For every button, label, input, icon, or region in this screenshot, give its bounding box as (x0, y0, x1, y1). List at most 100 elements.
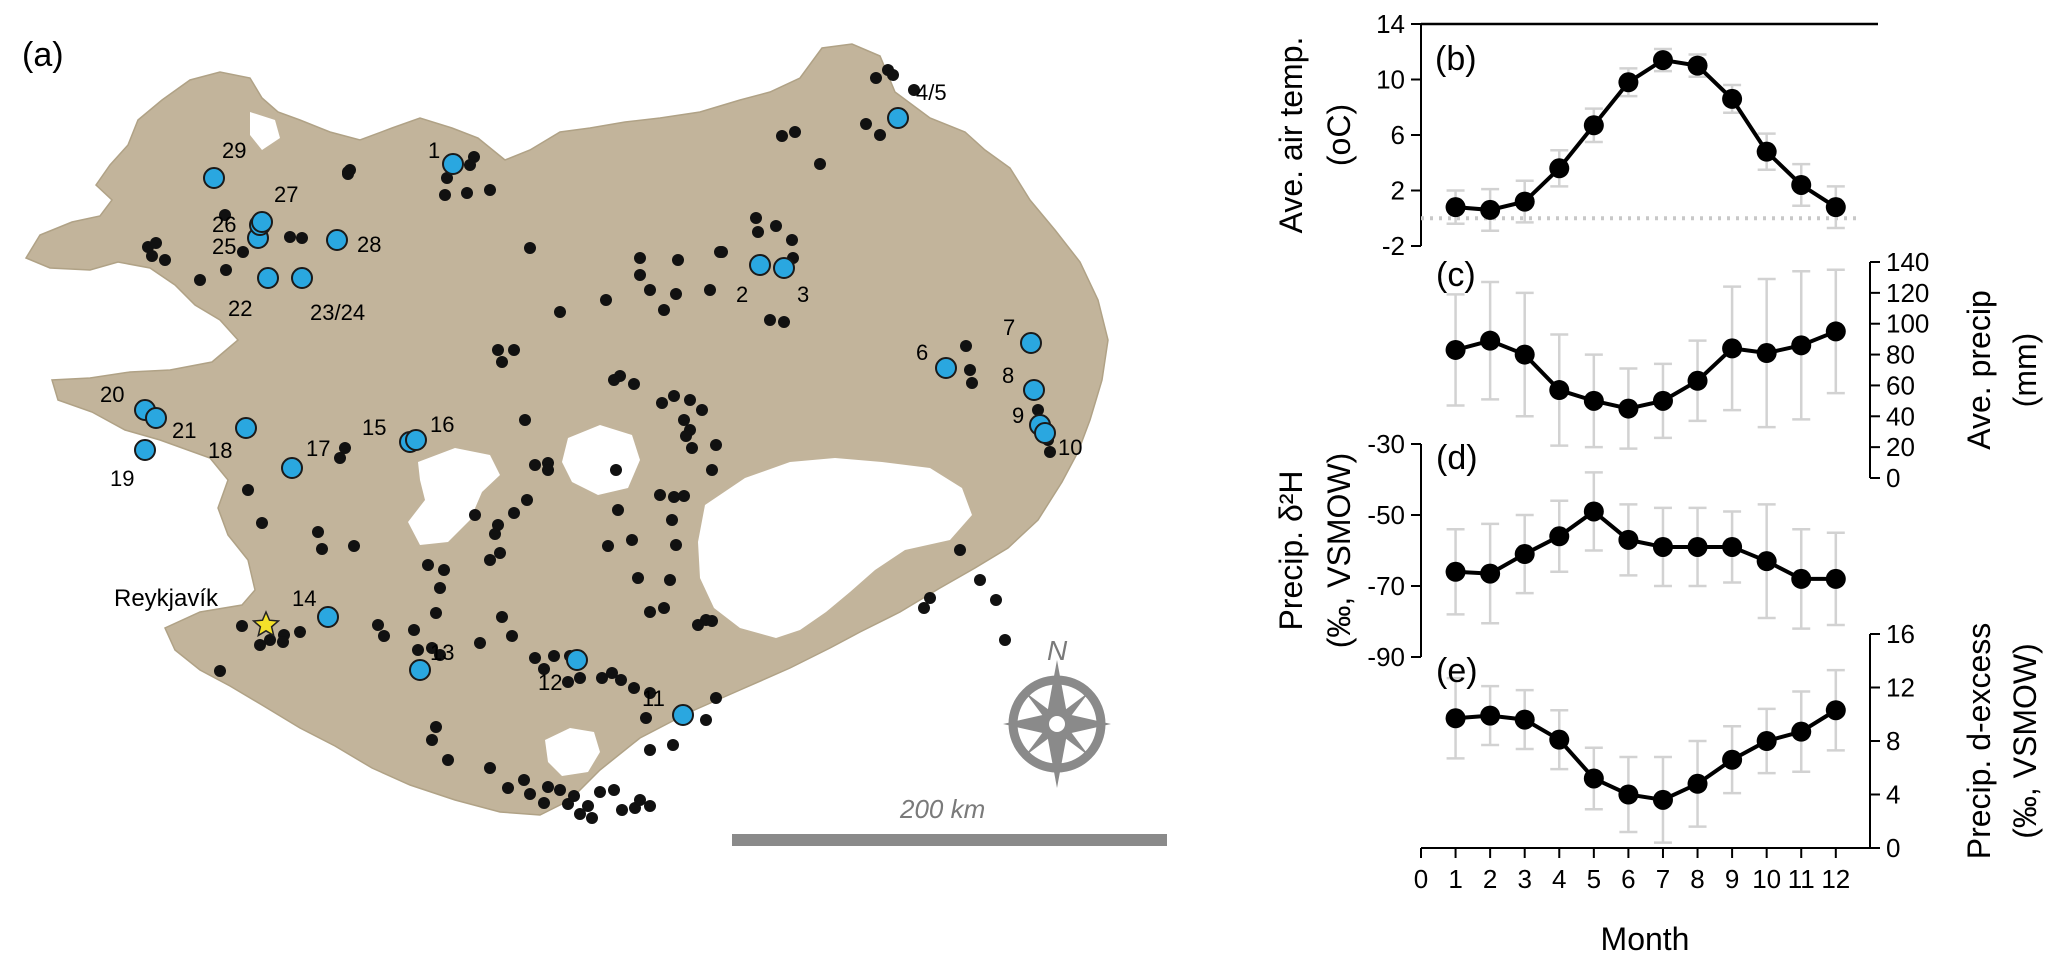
station-dot (519, 414, 531, 426)
data-point (1480, 199, 1501, 220)
site-label: 23/24 (310, 300, 365, 325)
station-dot (612, 504, 624, 516)
station-dot (700, 714, 712, 726)
station-dot (668, 491, 680, 503)
station-dot (146, 250, 158, 262)
y-tick-label: -90 (1367, 642, 1405, 672)
scale-bar (732, 834, 1167, 846)
station-dot (710, 692, 722, 704)
station-dot (608, 374, 620, 386)
station-dot (220, 264, 232, 276)
y-tick-label: 12 (1886, 673, 1915, 703)
station-dot (814, 158, 826, 170)
data-point (1825, 700, 1846, 721)
station-dot (686, 442, 698, 454)
data-point (1445, 339, 1466, 360)
site-marker (887, 107, 909, 129)
data-point (1480, 563, 1501, 584)
station-dot (554, 784, 566, 796)
data-point (1618, 529, 1639, 550)
station-dot (461, 187, 473, 199)
station-dot (678, 414, 690, 426)
station-dot (469, 509, 481, 521)
station-dot (680, 430, 692, 442)
station-dot (542, 464, 554, 476)
data-point (1618, 72, 1639, 93)
site-label: 22 (228, 296, 252, 321)
panel-label: (e) (1436, 652, 1478, 690)
station-dot (789, 126, 801, 138)
station-dot (954, 544, 966, 556)
station-dot (372, 619, 384, 631)
station-dot (656, 397, 668, 409)
station-dot (966, 377, 978, 389)
station-dot (770, 220, 782, 232)
station-dot (426, 642, 438, 654)
data-point (1687, 370, 1708, 391)
station-dot (634, 269, 646, 281)
station-dot (219, 209, 231, 221)
y-tick-label: 16 (1886, 619, 1915, 649)
station-dot (670, 539, 682, 551)
y-tick-label: 14 (1376, 9, 1405, 39)
station-dot (554, 306, 566, 318)
data-point (1687, 773, 1708, 794)
data-point (1480, 705, 1501, 726)
station-dot (668, 390, 680, 402)
x-tick-label: 11 (1788, 864, 1815, 894)
station-dot (348, 540, 360, 552)
station-dot (264, 634, 276, 646)
station-dot (764, 314, 776, 326)
station-dot (508, 344, 520, 356)
data-point (1722, 338, 1743, 359)
site-marker (235, 417, 257, 439)
station-dot (524, 788, 536, 800)
station-dot (658, 602, 670, 614)
station-dot (654, 489, 666, 501)
station-dot (616, 804, 628, 816)
series-line (1455, 329, 1837, 411)
site-marker (251, 211, 273, 233)
data-point (1791, 174, 1812, 195)
station-dot (412, 644, 424, 656)
station-dot (615, 674, 627, 686)
y-tick-label: -2 (1382, 231, 1405, 261)
data-point (1756, 141, 1777, 162)
station-dot (750, 212, 762, 224)
station-dot (508, 507, 520, 519)
glacier-myrdalsjokull (545, 728, 600, 776)
y-axis-title: Ave. precip (1961, 290, 1997, 450)
station-dot (434, 582, 446, 594)
data-point (1549, 380, 1570, 401)
data-point (1445, 561, 1466, 582)
data-point (1722, 88, 1743, 109)
station-dot (626, 534, 638, 546)
station-dot (524, 242, 536, 254)
station-dot (860, 118, 872, 130)
data-point (1514, 544, 1535, 565)
station-dot (422, 559, 434, 571)
station-dot (254, 639, 266, 651)
y-tick-label: -70 (1367, 571, 1405, 601)
y-axis-title: Precip. d-excess (1961, 623, 1997, 860)
scale-label: 200 km (899, 794, 985, 824)
y-tick-label: 100 (1886, 309, 1929, 339)
station-dot (706, 615, 718, 627)
station-dot (316, 543, 328, 555)
station-dot (778, 316, 790, 328)
data-point (1583, 390, 1604, 411)
station-dot (294, 626, 306, 638)
station-dot (334, 452, 346, 464)
data-point (1791, 335, 1812, 356)
station-dot (644, 284, 656, 296)
site-marker (935, 357, 957, 379)
station-dot (538, 797, 550, 809)
station-dot (277, 636, 289, 648)
y-axis-title: Precip. δ²H (1273, 470, 1309, 630)
x-tick-label: 5 (1587, 864, 1601, 894)
station-dot (484, 554, 496, 566)
station-dot (236, 620, 248, 632)
site-label: 9 (1012, 403, 1024, 428)
